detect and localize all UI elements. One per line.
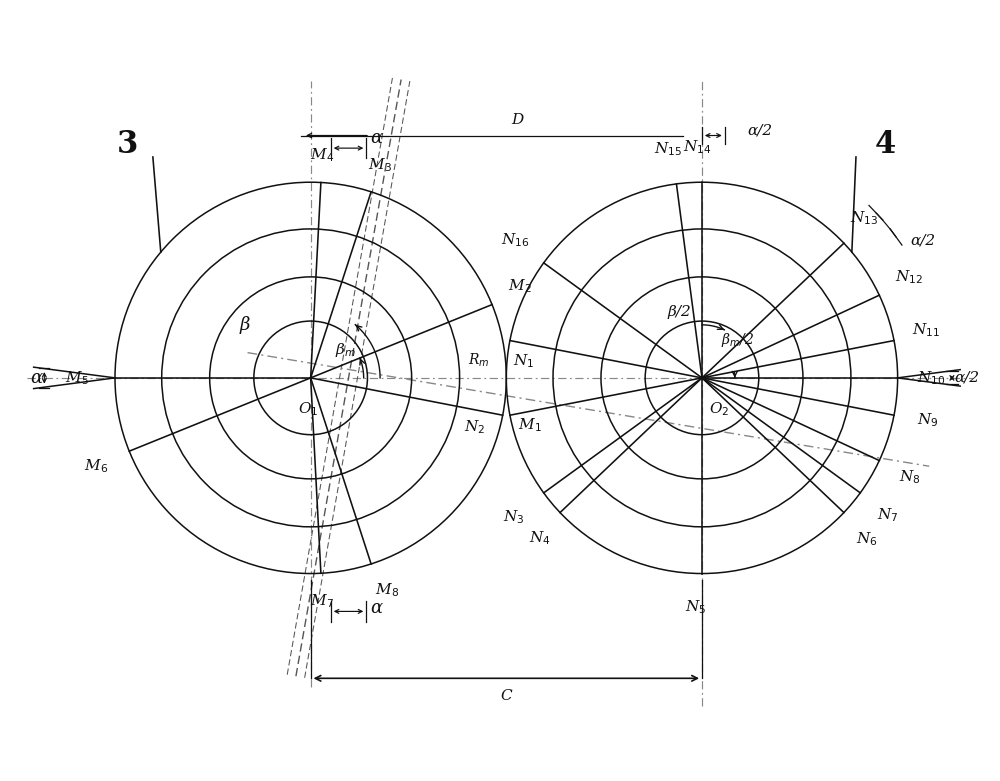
Text: N$_{7}$: N$_{7}$: [877, 507, 899, 524]
Text: M$_3$: M$_3$: [368, 156, 392, 174]
Text: N$_{5}$: N$_{5}$: [685, 599, 706, 616]
Text: M$_8$: M$_8$: [375, 582, 399, 599]
Text: α: α: [370, 598, 382, 617]
Text: 4: 4: [874, 129, 896, 160]
Text: N$_{6}$: N$_{6}$: [856, 530, 878, 548]
Text: α/2: α/2: [747, 123, 773, 137]
Text: 3: 3: [117, 129, 138, 160]
Text: N$_{4}$: N$_{4}$: [529, 530, 551, 547]
Text: N$_{2}$: N$_{2}$: [464, 418, 486, 436]
Text: N$_{12}$: N$_{12}$: [895, 269, 924, 286]
Text: M$_2$: M$_2$: [508, 278, 532, 295]
Text: O$_1$: O$_1$: [298, 401, 318, 419]
Text: α: α: [370, 129, 382, 147]
Text: M$_1$: M$_1$: [518, 417, 542, 434]
Text: M$_6$: M$_6$: [84, 458, 108, 476]
Text: β/2: β/2: [667, 305, 691, 319]
Text: M$_4$: M$_4$: [310, 146, 334, 163]
Text: N$_{15}$: N$_{15}$: [654, 140, 682, 158]
Text: α/2: α/2: [911, 234, 936, 247]
Text: N$_{10}$: N$_{10}$: [917, 369, 946, 387]
Text: β: β: [240, 316, 250, 333]
Text: N$_{16}$: N$_{16}$: [501, 231, 529, 249]
Text: β$_m$: β$_m$: [335, 341, 357, 359]
Text: N$_1$: N$_1$: [513, 352, 535, 370]
Text: N$_{8}$: N$_{8}$: [899, 469, 920, 487]
Text: N$_{11}$: N$_{11}$: [912, 321, 941, 339]
Text: O$_2$: O$_2$: [709, 401, 730, 419]
Text: α: α: [31, 369, 43, 387]
Text: C: C: [500, 689, 512, 703]
Text: N$_{9}$: N$_{9}$: [917, 412, 939, 430]
Text: N$_{3}$: N$_{3}$: [503, 508, 524, 526]
Text: R$_m$: R$_m$: [468, 351, 489, 369]
Text: N$_{13}$: N$_{13}$: [850, 209, 878, 226]
Text: M$_7$: M$_7$: [310, 592, 334, 610]
Text: β$_m$/2: β$_m$/2: [721, 331, 754, 349]
Text: α/2: α/2: [954, 371, 980, 385]
Text: D: D: [511, 113, 523, 127]
Text: M$_5$: M$_5$: [65, 369, 89, 387]
Text: N$_{14}$: N$_{14}$: [683, 138, 711, 155]
